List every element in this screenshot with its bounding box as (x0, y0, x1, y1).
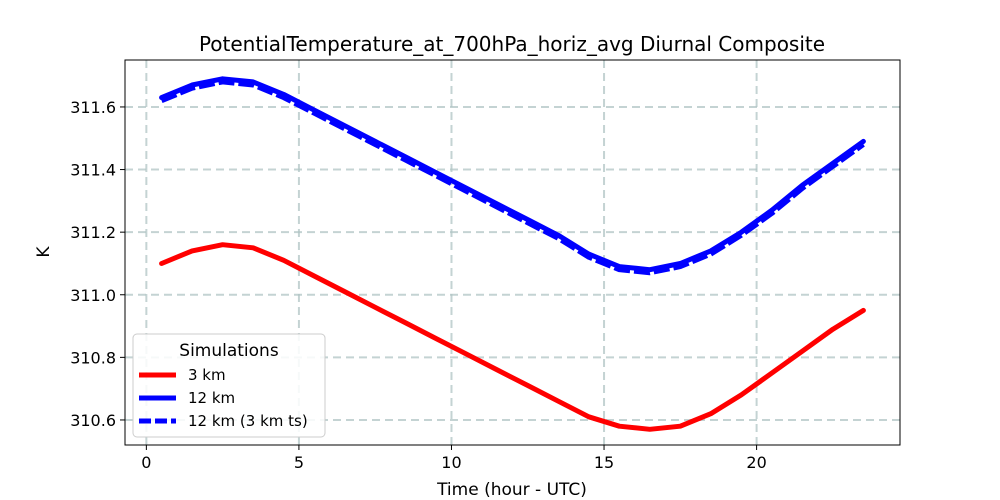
y-tick-label: 310.8 (70, 348, 116, 367)
legend-label: 3 km (188, 366, 226, 384)
ticks: 0 5 10 15 20 310.6 310.8 311.0 311.2 311.4 311.6 (70, 98, 767, 472)
x-tick-label: 10 (441, 453, 461, 472)
y-tick-label: 310.6 (70, 411, 116, 430)
x-tick-label: 5 (294, 453, 304, 472)
x-tick-label: 20 (746, 453, 766, 472)
legend-label: 12 km (188, 389, 235, 407)
x-tick-label: 0 (141, 453, 151, 472)
legend-label: 12 km (3 km ts) (188, 412, 308, 430)
y-tick-label: 311.4 (70, 161, 116, 180)
y-tick-label: 311.2 (70, 223, 116, 242)
chart-title: PotentialTemperature_at_700hPa_horiz_avg… (199, 32, 825, 56)
y-tick-label: 311.0 (70, 286, 116, 305)
x-tick-label: 15 (594, 453, 614, 472)
y-axis-label: K (34, 246, 54, 258)
legend: Simulations 3 km 12 km 12 km (3 km ts) (132, 333, 326, 438)
x-axis-label: Time (hour - UTC) (436, 480, 587, 500)
series-group (159, 76, 866, 432)
series-line-12-km-3-km-ts- (160, 79, 865, 276)
legend-title: Simulations (179, 341, 279, 361)
series-line-3-km (159, 242, 866, 432)
legend-box (132, 333, 326, 438)
plot-frame (124, 59, 901, 446)
series-line-12-km (159, 76, 866, 273)
y-tick-label: 311.6 (70, 98, 116, 117)
